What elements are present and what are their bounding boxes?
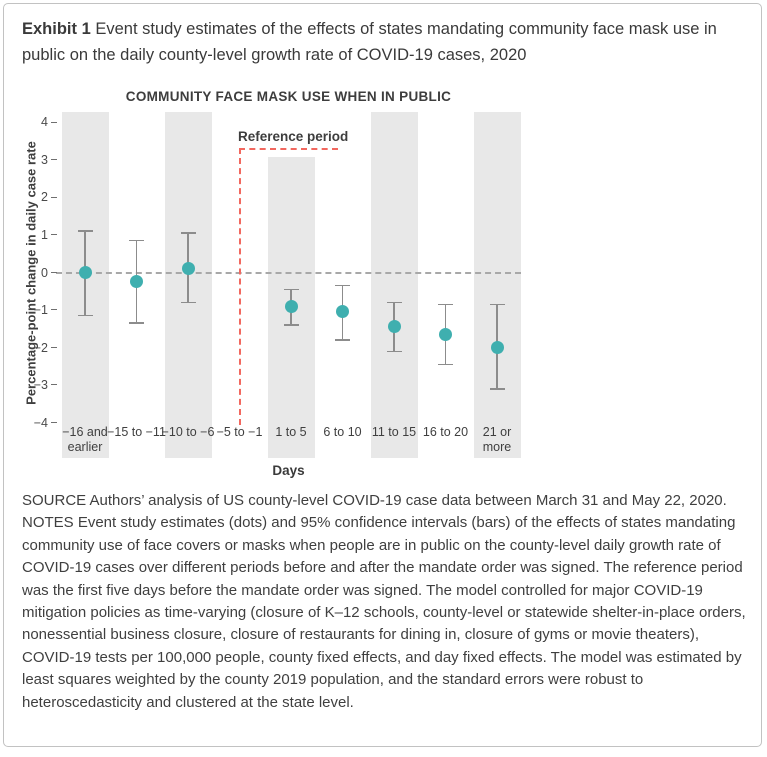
x-tick-label: −5 to −1 <box>216 425 263 439</box>
y-tick-label: 1 <box>41 227 48 242</box>
x-tick-label: 21 or more <box>482 425 512 454</box>
error-bar-cap-bottom <box>77 314 93 317</box>
x-axis-title: Days <box>272 463 305 478</box>
data-point-dot <box>284 299 298 313</box>
error-bar-cap-bottom <box>386 350 402 353</box>
y-tick-label: −3 <box>33 378 48 393</box>
y-tick-label: 3 <box>41 152 48 167</box>
x-tick-label: −16 and earlier <box>62 425 108 454</box>
y-tick-label: −1 <box>33 303 48 318</box>
reference-bracket-line <box>238 148 338 150</box>
x-tick-label: −10 to −6 <box>161 425 215 439</box>
error-bar-cap-top <box>438 303 453 306</box>
y-tick-mark <box>51 384 57 386</box>
reference-period-label: Reference period <box>238 129 349 144</box>
error-bar-cap-top <box>489 303 505 306</box>
error-bar-cap-bottom <box>335 339 350 341</box>
shaded-band <box>370 112 418 458</box>
error-bar-cap-bottom <box>489 388 505 390</box>
data-point-dot <box>490 341 504 355</box>
y-tick-mark <box>51 421 57 423</box>
event-study-chart: COMMUNITY FACE MASK USE WHEN IN PUBLIC P… <box>24 89 521 478</box>
y-tick-mark <box>51 234 57 236</box>
data-point-dot <box>439 327 452 341</box>
error-bar-cap-top <box>386 301 402 304</box>
x-tick-label: 16 to 20 <box>422 425 469 439</box>
error-bar-cap-top <box>283 288 299 291</box>
x-tick-label: 6 to 10 <box>323 425 362 439</box>
chart-title: COMMUNITY FACE MASK USE WHEN IN PUBLIC <box>125 89 452 104</box>
y-tick-label: −4 <box>33 415 48 430</box>
x-tick-label: 11 to 15 <box>371 425 417 439</box>
y-tick-label: 2 <box>41 190 48 205</box>
error-bar-cap-top <box>129 239 144 242</box>
error-bar-cap-top <box>180 232 196 234</box>
y-tick-mark <box>51 346 57 348</box>
x-tick-label: 1 to 5 <box>275 425 307 439</box>
zero-line <box>56 271 521 274</box>
error-bar-cap-top <box>77 230 93 232</box>
y-tick-label: −2 <box>33 340 48 355</box>
x-tick-label: −15 to −11 <box>107 425 166 439</box>
error-bar-cap-bottom <box>438 363 453 366</box>
y-tick-mark <box>51 309 57 311</box>
shaded-band <box>473 112 521 458</box>
error-bar-cap-bottom <box>180 301 196 304</box>
y-tick-mark <box>51 121 57 123</box>
data-point-dot <box>387 320 401 334</box>
y-tick-mark <box>51 159 57 161</box>
y-tick-mark <box>51 196 57 198</box>
exhibit-number: Exhibit 1 <box>22 20 91 38</box>
data-point-dot <box>336 305 349 319</box>
source-notes: SOURCE Authors’ analysis of US county-le… <box>22 492 746 711</box>
reference-vertical-line <box>238 148 241 425</box>
error-bar-cap-top <box>335 284 350 287</box>
y-tick-label: 4 <box>41 115 48 130</box>
exhibit-title-text: Event study estimates of the effects of … <box>22 20 717 64</box>
error-bar-cap-bottom <box>283 324 299 326</box>
y-tick-mark <box>51 271 57 273</box>
data-point-dot <box>78 266 92 279</box>
error-bar-cap-bottom <box>129 322 144 324</box>
exhibit-title: Exhibit 1 Event study estimates of the e… <box>22 16 752 68</box>
data-point-dot <box>130 275 143 289</box>
data-point-dot <box>181 262 195 276</box>
y-tick-label: 0 <box>41 265 48 280</box>
